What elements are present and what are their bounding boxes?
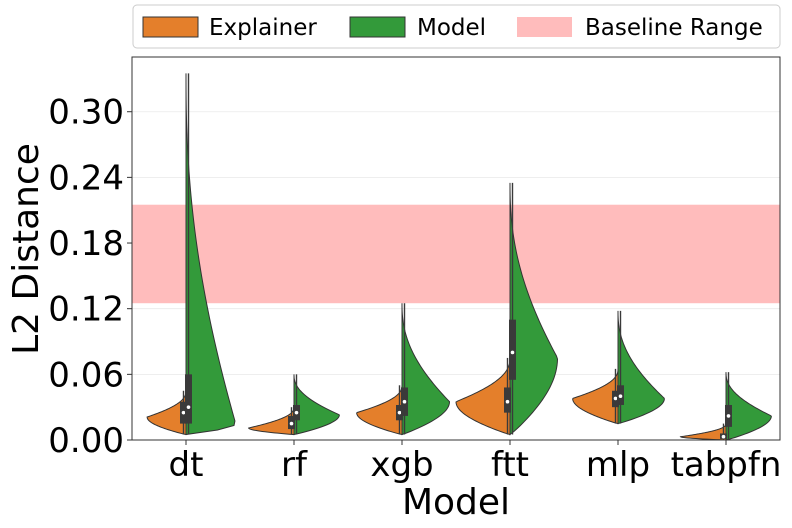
box-model-dt <box>185 374 192 424</box>
legend-label: Baseline Range <box>585 15 763 41</box>
y-tick-label: 0.00 <box>48 421 124 461</box>
median-model-tabpfn <box>726 414 731 418</box>
violin-explainer-tabpfn <box>679 423 727 441</box>
x-tick-label: dt <box>169 445 204 485</box>
y-tick-label: 0.12 <box>48 290 124 330</box>
median-model-dt <box>186 405 191 409</box>
legend-label: Model <box>417 15 486 41</box>
y-tick-label: 0.18 <box>48 224 124 264</box>
violin-explainer-dt <box>146 390 187 436</box>
baseline-range-band <box>132 204 780 304</box>
y-tick-label: 0.06 <box>48 355 124 395</box>
y-tick-label: 0.30 <box>48 93 124 133</box>
violin-model-ftt <box>509 182 559 436</box>
violin-explainer-rf <box>247 407 295 436</box>
x-tick-label: ftt <box>491 445 529 485</box>
median-model-rf <box>294 410 299 415</box>
legend-swatch <box>517 17 572 37</box>
y-axis-label: L2 Distance <box>6 143 47 355</box>
violin-model-tabpfn <box>725 372 772 441</box>
legend-box <box>132 4 781 49</box>
violins <box>146 73 772 441</box>
median-model-xgb <box>402 399 407 404</box>
violin-model-rf <box>293 374 340 436</box>
legend-swatch <box>142 16 199 38</box>
x-axis-label: Model <box>402 482 510 523</box>
legend-label: Explainer <box>209 15 317 41</box>
median-model-mlp <box>618 394 623 399</box>
median-explainer-ftt <box>505 399 510 404</box>
box-model-ftt <box>509 319 516 380</box>
legend-swatch <box>349 16 406 38</box>
median-explainer-rf <box>289 421 294 426</box>
violin-model-xgb <box>401 303 451 436</box>
x-tick-label: rf <box>281 445 308 485</box>
median-explainer-mlp <box>613 396 618 401</box>
plot-border <box>131 56 781 441</box>
median-explainer-xgb <box>397 410 402 415</box>
median-model-ftt <box>510 350 515 355</box>
y-axis: 0.00 0.06 0.12 0.18 0.24 0.30 <box>48 93 132 461</box>
x-axis: dt rf xgb ftt mlp tabpfn <box>169 440 782 485</box>
violin-model-mlp <box>617 310 665 425</box>
violin-model-dt <box>185 73 236 436</box>
x-tick-label: xgb <box>370 445 433 485</box>
y-tick-label: 0.24 <box>48 158 124 198</box>
legend: Explainer Model Baseline Range <box>132 4 781 49</box>
x-tick-label: mlp <box>586 445 650 485</box>
x-tick-label: tabpfn <box>671 445 782 485</box>
median-explainer-dt <box>181 410 186 415</box>
median-explainer-tabpfn <box>721 434 726 439</box>
